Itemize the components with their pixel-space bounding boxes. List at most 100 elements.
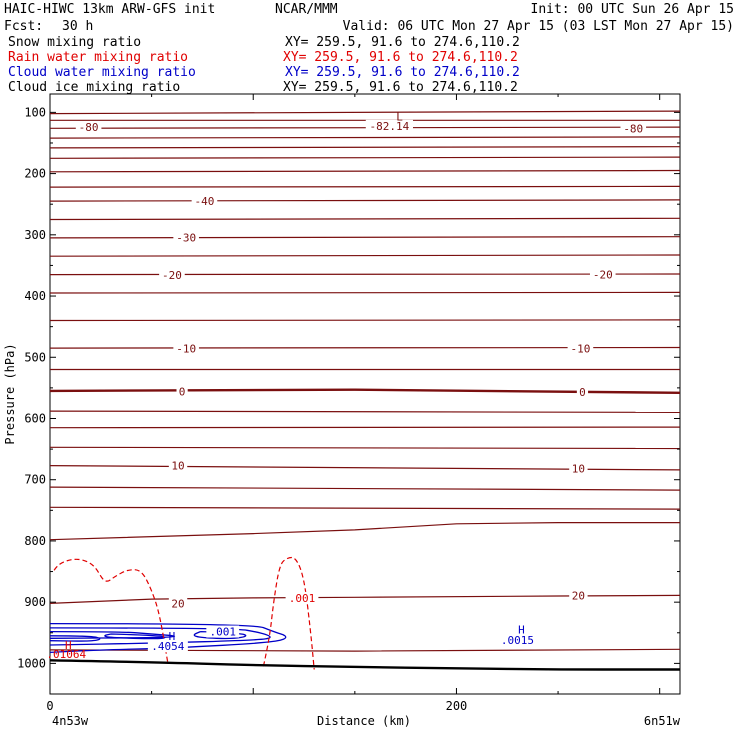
temperature-contour — [49, 217, 681, 221]
temperature-contour — [49, 291, 681, 294]
temperature-contour — [49, 169, 681, 173]
temperature-label: -80 — [79, 121, 99, 134]
y-tick-label: 500 — [24, 350, 46, 364]
valid-time: Valid: 06 UTC Mon 27 Apr 15 (03 LST Mon … — [342, 19, 734, 34]
temperature-contour — [49, 126, 681, 129]
y-tick-label: 300 — [24, 228, 46, 242]
endpoint-left: 4n53w — [52, 714, 89, 728]
temperature-label-bg — [567, 342, 594, 355]
high-value-label: .01064 — [46, 648, 86, 661]
temperature-label-bg — [168, 459, 188, 472]
temperature-label-bg — [168, 597, 188, 610]
y-tick-label: 1000 — [17, 656, 46, 670]
temperature-label-bg — [176, 385, 188, 398]
plot-frame — [49, 93, 681, 695]
temperature-contour — [49, 410, 681, 413]
temperature-label: -40 — [195, 195, 215, 208]
temperature-contour — [49, 506, 681, 510]
temperature-label-bg — [589, 268, 616, 281]
temperature-label-bg — [75, 121, 102, 134]
temperature-contour — [49, 254, 681, 257]
forecast-label: Fcst: — [4, 19, 44, 34]
temperature-contour — [49, 273, 681, 276]
temperature-contour — [49, 156, 681, 159]
temperature-contour — [49, 486, 681, 491]
forecast-hours: 30 h — [62, 19, 94, 34]
cloud-water-label-bg — [147, 640, 188, 653]
temperature-label-bg — [365, 119, 413, 132]
temperature-contour — [49, 426, 681, 429]
temperature-contour — [49, 185, 681, 188]
cloud-water-contour — [104, 633, 166, 640]
field-name-snow: Snow mixing ratio — [8, 35, 142, 50]
temperature-contour — [49, 146, 681, 149]
temperature-label: 0 — [579, 386, 586, 399]
terrain-line — [49, 659, 680, 671]
temperature-label: 10 — [572, 463, 585, 476]
temperature-contour — [49, 319, 681, 322]
cloud-water-label: .4054 — [151, 640, 184, 653]
y-tick-label: 100 — [24, 105, 46, 119]
temperature-label-bg — [576, 386, 589, 399]
temperature-label: 0 — [179, 386, 186, 399]
temperature-label: -20 — [593, 269, 613, 282]
field-name-cloud-ice: Cloud ice mixing ratio — [8, 80, 181, 95]
init-time: Init: 00 UTC Sun 26 Apr 15 — [530, 2, 735, 17]
temperature-label-bg — [569, 589, 588, 602]
y-tick-label: 400 — [24, 289, 46, 303]
y-tick-label: 600 — [24, 411, 46, 425]
model-title: HAIC-HIWC 13km ARW-GFS init — [4, 2, 216, 17]
cloud-water-contour — [49, 635, 101, 642]
temperature-label: -30 — [176, 231, 196, 244]
temperature-label-bg — [191, 195, 218, 208]
temperature-label: 10 — [171, 460, 184, 473]
rain-label-bg — [285, 591, 319, 604]
temperature-contour — [49, 446, 681, 450]
y-tick-label: 900 — [24, 595, 46, 609]
low-marker: L — [396, 111, 403, 124]
y-tick-label: 200 — [24, 167, 46, 181]
temperature-contour — [49, 648, 681, 652]
field-xy-cloud-ice: XY= 259.5, 91.6 to 274.6,110.2 — [283, 80, 518, 95]
temperature-contour — [49, 136, 681, 139]
cloud-water-contour — [49, 630, 176, 639]
high-marker: H — [169, 630, 176, 643]
cloud-water-label-bg — [206, 625, 240, 638]
y-tick-label: 700 — [24, 473, 46, 487]
field-name-rain: Rain water mixing ratio — [8, 50, 189, 65]
temperature-label: -10 — [570, 343, 590, 356]
cloud-water-label-bg — [497, 634, 538, 647]
x-tick-label: 200 — [446, 699, 468, 713]
field-xy-snow: XY= 259.5, 91.6 to 274.6,110.2 — [285, 35, 520, 50]
temperature-label-bg — [620, 122, 647, 135]
y-axis-label: Pressure (hPa) — [3, 343, 17, 444]
cloud-water-contour — [49, 622, 287, 654]
temperature-label: 20 — [572, 589, 585, 602]
temperature-label-bg — [569, 462, 588, 475]
temperature-label-bg — [173, 231, 199, 244]
temperature-label: -80 — [623, 122, 643, 135]
y-tick-label: 800 — [24, 534, 46, 548]
rain-water-contour — [53, 558, 169, 664]
rain-label: .001 — [289, 592, 316, 605]
field-xy-cloud-water: XY= 259.5, 91.6 to 274.6,110.2 — [285, 65, 520, 80]
temperature-contour — [49, 522, 680, 541]
high-marker: H — [65, 639, 72, 652]
temperature-contour — [49, 199, 681, 202]
temperature-label: -20 — [162, 269, 182, 282]
temperature-contour — [49, 236, 681, 239]
temperature-label: -82.14 — [370, 120, 410, 133]
cloud-water-contour — [193, 630, 247, 640]
cloud-water-label: .0015 — [501, 634, 534, 647]
temperature-label-bg — [173, 342, 199, 355]
temperature-contour — [49, 388, 681, 394]
rain-water-contour — [262, 556, 315, 670]
temperature-label-bg — [159, 269, 185, 282]
temperature-label: 20 — [171, 597, 184, 610]
field-xy-rain: XY= 259.5, 91.6 to 274.6,110.2 — [283, 50, 518, 65]
field-name-cloud-water: Cloud water mixing ratio — [8, 65, 196, 80]
temperature-contour — [49, 110, 681, 115]
x-tick-label: 0 — [46, 699, 53, 713]
cloud-water-label: .001 — [209, 626, 236, 639]
